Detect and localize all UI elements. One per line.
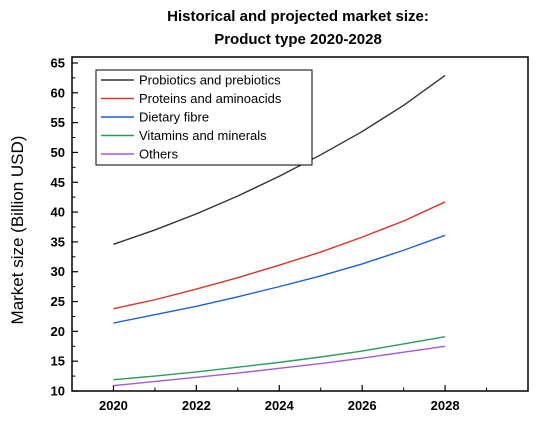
- x-tick-label: 2026: [348, 398, 377, 413]
- series-line-3: [113, 234, 446, 324]
- y-tick-label: 20: [51, 324, 65, 339]
- y-tick-label: 35: [51, 234, 65, 249]
- y-tick-label: 45: [51, 175, 65, 190]
- legend-label: Proteins and aminoacids: [139, 91, 282, 106]
- legend-label: Probiotics and prebiotics: [139, 73, 281, 88]
- x-tick-label: 2028: [431, 398, 460, 413]
- x-tick-label: 2024: [265, 398, 295, 413]
- y-tick-label: 30: [51, 264, 65, 279]
- series-lines: [113, 74, 446, 387]
- legend-label: Dietary fibre: [139, 110, 209, 125]
- series-line-5: [113, 345, 446, 387]
- legend-label: Vitamins and minerals: [139, 128, 267, 143]
- axis-ticks: 10 15 20 25 30 35 40 45 50 55 60 65 2020 2022 2024 2026…: [51, 55, 529, 413]
- chart-title: Historical and projected market size:: [167, 8, 429, 25]
- y-tick-label: 40: [51, 205, 65, 220]
- plot-frame: [71, 56, 529, 392]
- legend-label: Others: [139, 147, 179, 162]
- x-tick-label: 2020: [99, 398, 128, 413]
- y-tick-label: 15: [51, 354, 65, 369]
- series-line-1: [113, 74, 446, 245]
- series-line-4: [113, 336, 446, 381]
- x-tick-label: 2022: [182, 398, 211, 413]
- y-tick-label: 65: [51, 55, 65, 70]
- legend: Probiotics and prebiotics Proteins and am…: [95, 69, 313, 166]
- y-tick-label: 60: [51, 85, 65, 100]
- series-line-2: [113, 201, 446, 310]
- legend-items: Probiotics and prebiotics Proteins and am…: [101, 73, 282, 162]
- y-tick-label: 25: [51, 294, 65, 309]
- y-tick-label: 55: [51, 115, 65, 130]
- chart-subtitle: Product type 2020-2028: [214, 31, 382, 48]
- y-tick-label: 50: [51, 145, 65, 160]
- y-axis-label: Market size (Billion USD): [8, 136, 27, 325]
- y-tick-label: 10: [51, 384, 65, 399]
